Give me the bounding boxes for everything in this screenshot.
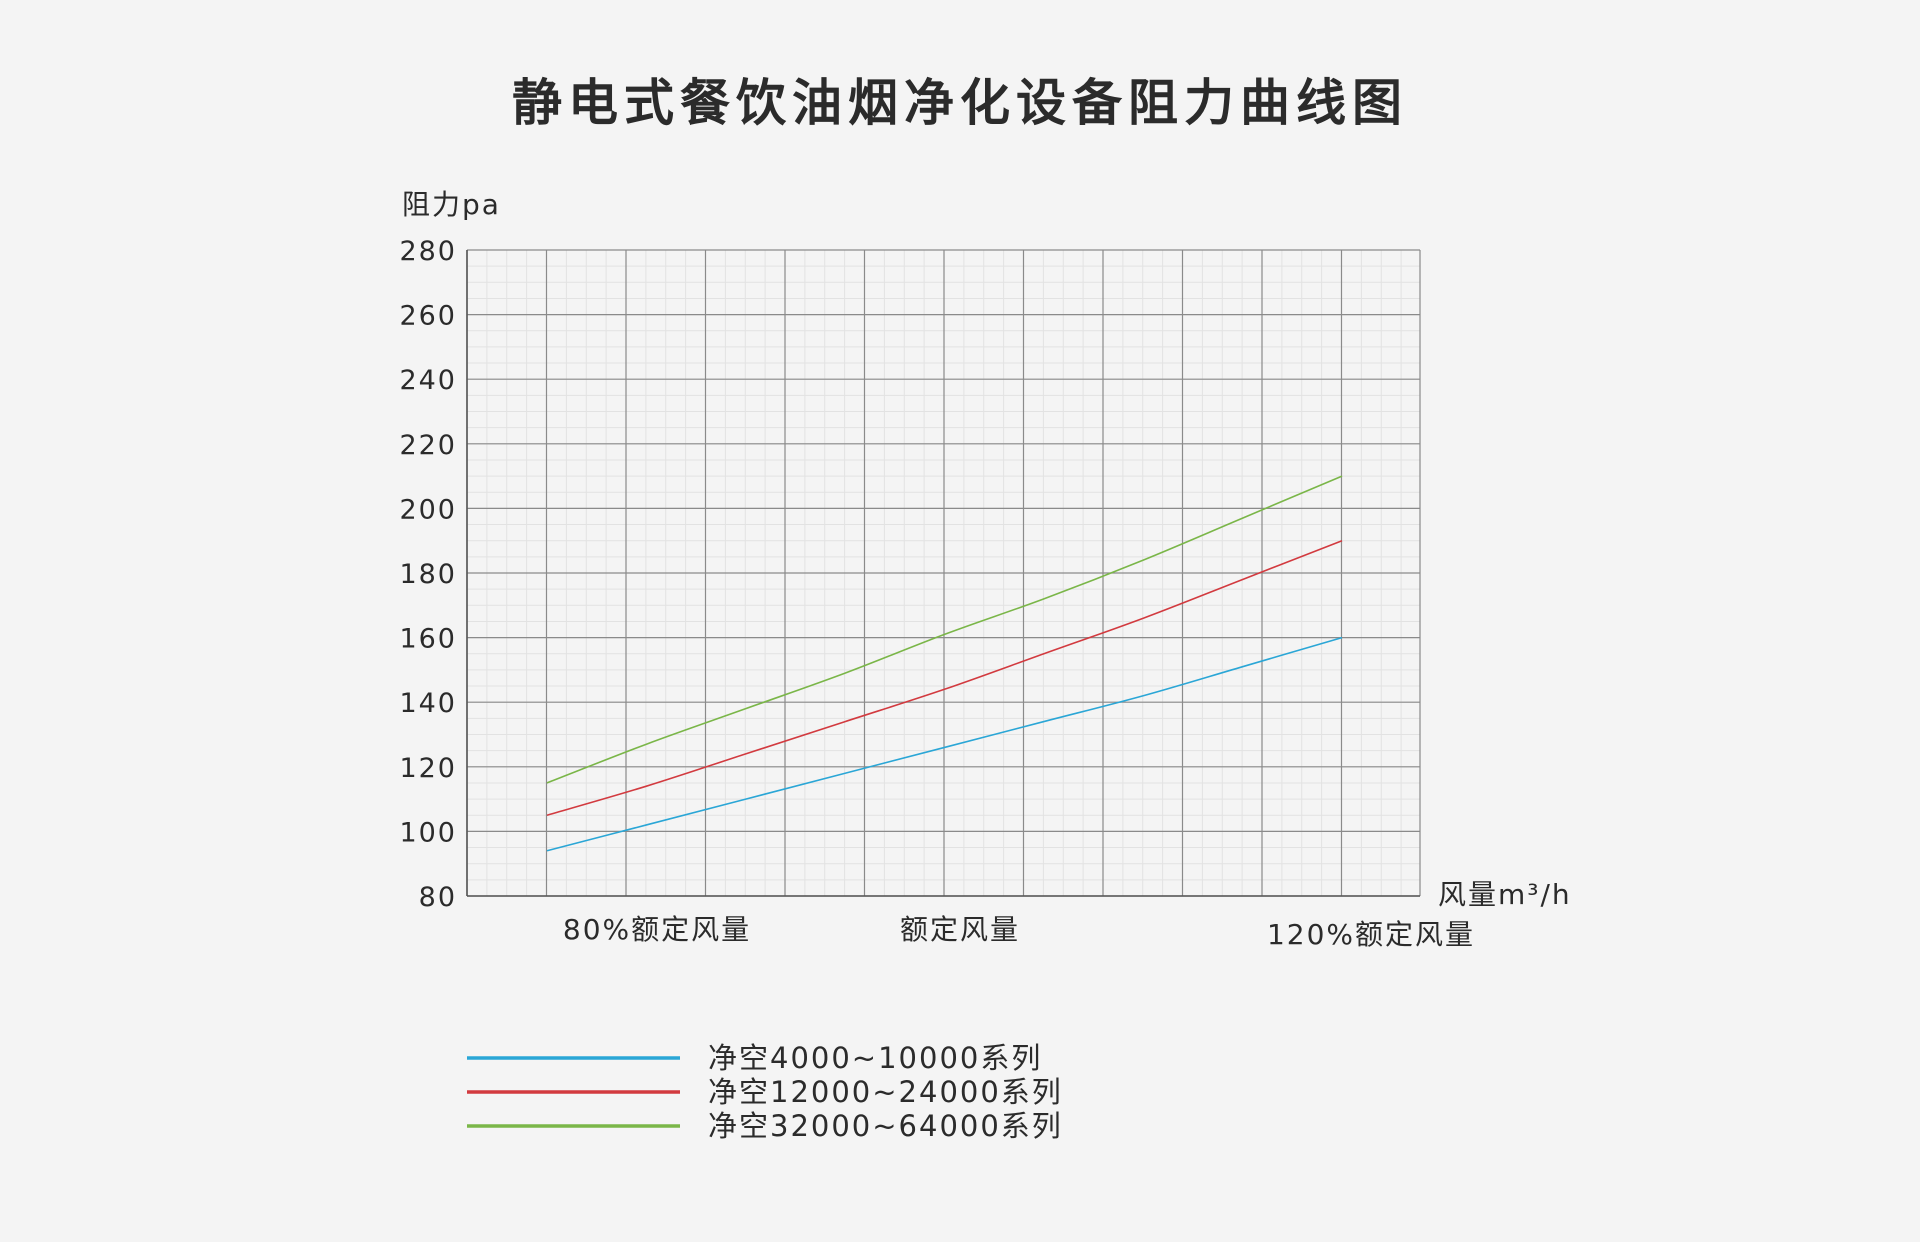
y-tick-label: 280 <box>399 236 457 267</box>
y-tick-label: 140 <box>399 688 457 719</box>
legend-label-2: 净空12000~24000系列 <box>708 1075 1063 1109</box>
y-tick-label: 100 <box>399 817 457 848</box>
legend: 净空4000~10000系列净空12000~24000系列净空32000~640… <box>467 1041 1063 1143</box>
x-category-label: 120%额定风量 <box>1267 918 1475 951</box>
legend-label-3: 净空32000~64000系列 <box>708 1109 1063 1143</box>
y-tick-label: 200 <box>399 494 457 525</box>
legend-label-1: 净空4000~10000系列 <box>708 1041 1042 1075</box>
y-tick-label: 180 <box>399 559 457 590</box>
series-line-1 <box>546 636 1343 852</box>
series-line-3 <box>546 475 1343 784</box>
y-tick-label: 240 <box>399 365 457 396</box>
y-tick-label: 160 <box>399 624 457 655</box>
x-category-label: 额定风量 <box>900 913 1020 946</box>
series-lines <box>546 475 1343 852</box>
x-axis-label: 风量m³/h <box>1438 878 1572 911</box>
y-tick-label: 220 <box>399 430 457 461</box>
x-category-label: 80%额定风量 <box>563 913 751 946</box>
y-tick-label: 120 <box>399 753 457 784</box>
chart-title: 静电式餐饮油烟净化设备阻力曲线图 <box>512 74 1408 132</box>
y-axis-label: 阻力pa <box>402 188 501 221</box>
y-tick-label: 260 <box>399 301 457 332</box>
series-line-2 <box>546 539 1343 817</box>
y-tick-labels: 80 100 120 140 160 180 200 220 240 260 280 <box>399 236 457 913</box>
x-category-labels: 80%额定风量 额定风量 120%额定风量 <box>563 913 1475 951</box>
y-tick-label: 80 <box>419 882 457 913</box>
axes <box>466 250 1420 897</box>
